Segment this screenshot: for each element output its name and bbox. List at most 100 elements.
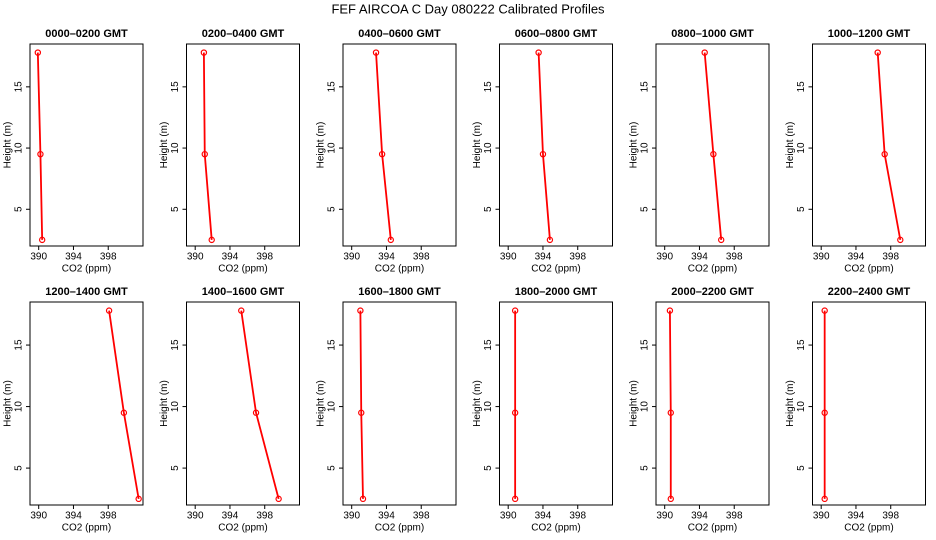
- y-axis-label: Height (m): [159, 122, 170, 169]
- profile-point: [238, 307, 245, 314]
- profile-line: [202, 52, 213, 240]
- panel-title: 0600–0800 GMT: [515, 28, 598, 40]
- panel-title: 0400–0600 GMT: [358, 28, 441, 40]
- x-tick-label: 398: [726, 252, 743, 263]
- profile-line: [876, 52, 902, 241]
- x-tick-label: 394: [691, 252, 708, 263]
- y-tick-label: 10: [14, 142, 25, 154]
- y-axis-label: Height (m): [3, 122, 14, 169]
- y-tick-label: 5: [640, 465, 651, 471]
- y-tick-label: 10: [327, 401, 338, 413]
- x-tick-label: 398: [256, 252, 273, 263]
- profile-line: [108, 310, 140, 500]
- y-tick-label: 15: [483, 339, 494, 351]
- plot-frame: [29, 301, 144, 506]
- y-tick-label: 5: [14, 465, 25, 471]
- x-tick-label: 398: [569, 511, 586, 522]
- y-tick-label: 10: [640, 401, 651, 413]
- profile-point: [252, 409, 260, 416]
- y-tick-label: 15: [170, 81, 181, 93]
- profile-point: [105, 307, 113, 314]
- y-tick-label: 5: [796, 465, 807, 471]
- x-tick-label: 390: [656, 511, 673, 522]
- profile-point: [357, 307, 364, 314]
- x-tick-label: 394: [535, 252, 552, 263]
- profile-point: [821, 307, 828, 314]
- y-axis-label: Height (m): [316, 122, 327, 169]
- x-tick-label: 390: [187, 252, 204, 263]
- y-tick-label: 5: [170, 465, 181, 471]
- y-axis-label: Height (m): [629, 380, 640, 427]
- x-tick-label: 398: [882, 511, 899, 522]
- profile-line: [669, 310, 672, 499]
- y-tick-label: 5: [483, 465, 494, 471]
- panel-title: 0800–1000 GMT: [671, 28, 754, 40]
- profile-point: [667, 495, 674, 503]
- plot-frame: [655, 43, 770, 247]
- y-tick-label: 5: [170, 206, 181, 212]
- y-tick-label: 5: [640, 206, 651, 212]
- profile-point: [378, 150, 386, 158]
- plot-frame: [812, 43, 926, 247]
- x-tick-label: 394: [65, 252, 82, 263]
- y-tick-label: 5: [14, 206, 25, 212]
- y-tick-label: 10: [483, 142, 494, 154]
- profile-point: [821, 409, 828, 416]
- y-tick-label: 10: [170, 401, 181, 413]
- y-axis-label: Height (m): [785, 380, 796, 427]
- panel-title: 1800–2000 GMT: [515, 286, 598, 298]
- x-tick-label: 390: [30, 511, 47, 522]
- profile-point: [511, 409, 519, 416]
- profile-point: [387, 236, 395, 244]
- profile-point: [120, 409, 128, 416]
- x-axis-label: CO2 (ppm): [688, 523, 737, 534]
- panel-title: 2000–2200 GMT: [671, 286, 754, 298]
- x-tick-label: 390: [500, 252, 517, 263]
- plot-frame: [655, 301, 770, 506]
- profile-point: [535, 49, 542, 56]
- plot-frame: [499, 43, 613, 247]
- x-tick-label: 398: [100, 511, 117, 522]
- plot-frame: [29, 43, 144, 247]
- profile-point: [359, 495, 367, 503]
- plot-frame: [186, 43, 300, 247]
- profile-point: [897, 236, 904, 244]
- profile-line: [359, 310, 364, 499]
- x-axis-label: CO2 (ppm): [688, 264, 737, 275]
- y-tick-label: 15: [640, 339, 651, 351]
- profile-point: [37, 150, 44, 158]
- profile-point: [135, 495, 142, 503]
- x-axis-label: CO2 (ppm): [375, 523, 424, 534]
- profile-point: [546, 236, 554, 244]
- y-axis-label: Height (m): [316, 380, 327, 427]
- x-axis-label: CO2 (ppm): [844, 264, 893, 275]
- y-axis-label: Height (m): [472, 380, 483, 427]
- x-tick-label: 394: [535, 511, 552, 522]
- y-tick-label: 5: [327, 206, 338, 212]
- profile-point: [717, 236, 725, 244]
- profile-point: [372, 49, 380, 56]
- panel-title: 1200–1400 GMT: [45, 286, 128, 298]
- y-tick-label: 5: [483, 206, 494, 212]
- x-tick-label: 394: [848, 511, 865, 522]
- x-tick-label: 394: [65, 511, 82, 522]
- profile-point: [208, 236, 215, 244]
- y-tick-label: 15: [640, 81, 651, 93]
- x-tick-label: 390: [813, 252, 830, 263]
- profile-point: [666, 307, 674, 314]
- x-tick-label: 398: [569, 252, 586, 263]
- profile-point: [881, 150, 888, 158]
- profile-line: [36, 52, 44, 240]
- x-tick-label: 390: [343, 511, 360, 522]
- y-axis-label: Height (m): [159, 380, 170, 427]
- x-tick-label: 398: [413, 511, 430, 522]
- x-axis-label: CO2 (ppm): [62, 523, 111, 534]
- x-tick-label: 394: [691, 511, 708, 522]
- profile-point: [275, 495, 282, 503]
- panel-title: 1000–1200 GMT: [828, 28, 911, 40]
- profile-point: [710, 150, 717, 158]
- profile-line: [375, 52, 392, 240]
- x-tick-label: 398: [413, 252, 430, 263]
- x-tick-label: 398: [256, 511, 273, 522]
